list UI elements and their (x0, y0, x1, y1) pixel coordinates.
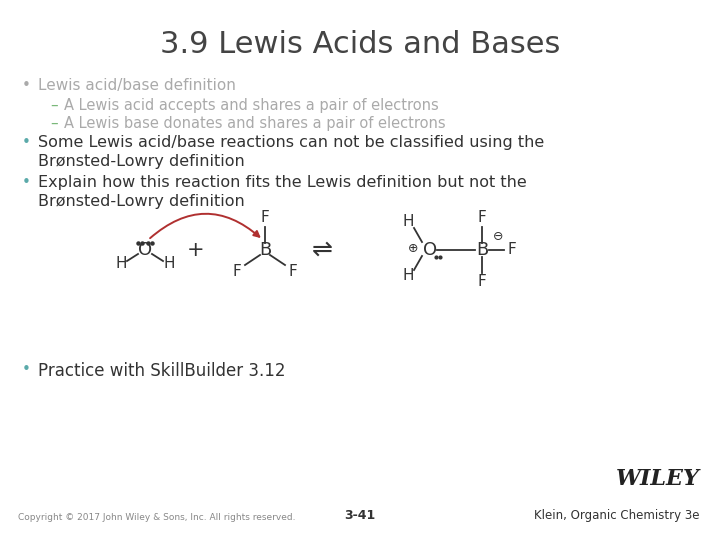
Text: Lewis acid/base definition: Lewis acid/base definition (38, 78, 236, 93)
Text: 3-41: 3-41 (344, 509, 376, 522)
Text: Some Lewis acid/base reactions can not be classified using the: Some Lewis acid/base reactions can not b… (38, 135, 544, 150)
Text: A Lewis base donates and shares a pair of electrons: A Lewis base donates and shares a pair o… (64, 116, 446, 131)
Text: H: H (402, 268, 414, 284)
Text: A Lewis acid accepts and shares a pair of electrons: A Lewis acid accepts and shares a pair o… (64, 98, 438, 113)
Text: O: O (138, 241, 152, 259)
Text: F: F (477, 211, 487, 226)
Text: Explain how this reaction fits the Lewis definition but not the: Explain how this reaction fits the Lewis… (38, 175, 527, 190)
Text: Practice with SkillBuilder 3.12: Practice with SkillBuilder 3.12 (38, 362, 286, 380)
Text: F: F (289, 265, 297, 280)
Text: Brønsted-Lowry definition: Brønsted-Lowry definition (38, 154, 245, 169)
Text: •: • (22, 135, 31, 150)
Text: •: • (22, 175, 31, 190)
Text: ⊕: ⊕ (408, 241, 418, 254)
Text: +: + (187, 240, 204, 260)
Text: B: B (476, 241, 488, 259)
Text: H: H (163, 256, 175, 272)
Text: Brønsted-Lowry definition: Brønsted-Lowry definition (38, 194, 245, 209)
Text: Copyright © 2017 John Wiley & Sons, Inc. All rights reserved.: Copyright © 2017 John Wiley & Sons, Inc.… (18, 513, 295, 522)
Text: ⊖: ⊖ (492, 230, 503, 242)
Text: •: • (22, 362, 31, 377)
Text: F: F (233, 265, 241, 280)
Text: 3.9 Lewis Acids and Bases: 3.9 Lewis Acids and Bases (160, 30, 560, 59)
Text: F: F (261, 211, 269, 226)
Text: –: – (50, 98, 58, 113)
Text: •: • (22, 78, 31, 93)
Text: Klein, Organic Chemistry 3e: Klein, Organic Chemistry 3e (534, 509, 700, 522)
Text: O: O (423, 241, 437, 259)
Text: –: – (50, 116, 58, 131)
Text: B: B (259, 241, 271, 259)
Text: H: H (115, 256, 127, 272)
Text: F: F (508, 242, 516, 258)
Text: ⇌: ⇌ (312, 238, 333, 262)
Text: WILEY: WILEY (616, 468, 700, 490)
Text: F: F (477, 274, 487, 289)
FancyArrowPatch shape (150, 214, 259, 238)
Text: H: H (402, 214, 414, 230)
